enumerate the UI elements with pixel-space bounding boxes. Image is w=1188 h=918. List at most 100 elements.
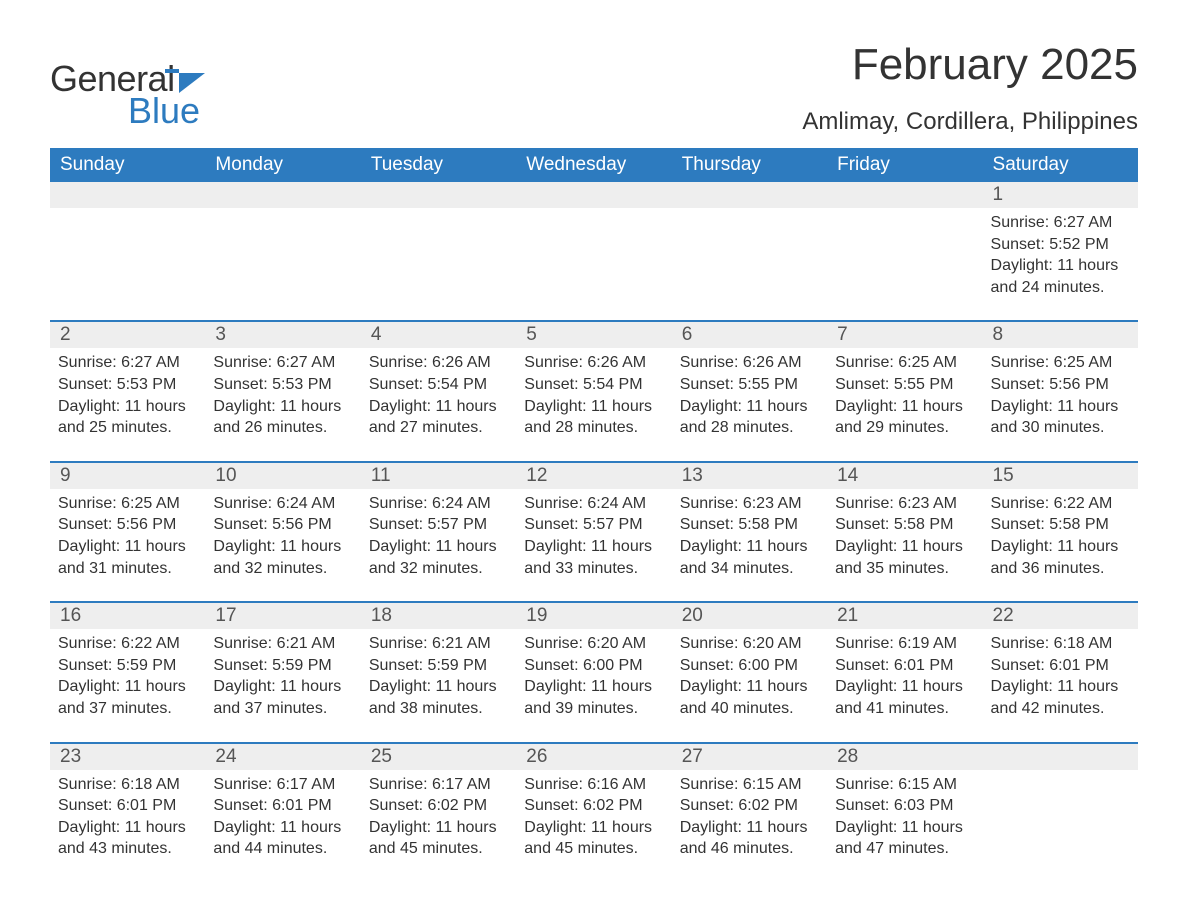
day-number	[672, 182, 827, 208]
calendar-cell: 11Sunrise: 6:24 AMSunset: 5:57 PMDayligh…	[361, 463, 516, 587]
calendar-cell: 5Sunrise: 6:26 AMSunset: 5:54 PMDaylight…	[516, 322, 671, 446]
brand-part2: Blue	[128, 90, 200, 132]
cell-body: Sunrise: 6:25 AMSunset: 5:56 PMDaylight:…	[58, 489, 197, 579]
day-number: 11	[361, 463, 516, 489]
day-header: Friday	[827, 148, 982, 182]
calendar-cell: 28Sunrise: 6:15 AMSunset: 6:03 PMDayligh…	[827, 744, 982, 868]
day-number: 24	[205, 744, 360, 770]
calendar-cell: 7Sunrise: 6:25 AMSunset: 5:55 PMDaylight…	[827, 322, 982, 446]
calendar-cell: 10Sunrise: 6:24 AMSunset: 5:56 PMDayligh…	[205, 463, 360, 587]
day-number: 12	[516, 463, 671, 489]
cell-body: Sunrise: 6:21 AMSunset: 5:59 PMDaylight:…	[369, 629, 508, 719]
calendar-cell: 9Sunrise: 6:25 AMSunset: 5:56 PMDaylight…	[50, 463, 205, 587]
day-header: Monday	[205, 148, 360, 182]
cell-body: Sunrise: 6:25 AMSunset: 5:55 PMDaylight:…	[835, 348, 974, 438]
day-number: 23	[50, 744, 205, 770]
calendar-cell: 1Sunrise: 6:27 AMSunset: 5:52 PMDaylight…	[983, 182, 1138, 306]
title-block: February 2025 Amlimay, Cordillera, Phili…	[802, 40, 1138, 136]
cell-body: Sunrise: 6:20 AMSunset: 6:00 PMDaylight:…	[680, 629, 819, 719]
cell-body: Sunrise: 6:23 AMSunset: 5:58 PMDaylight:…	[680, 489, 819, 579]
day-number: 10	[205, 463, 360, 489]
day-number: 9	[50, 463, 205, 489]
calendar: SundayMondayTuesdayWednesdayThursdayFrid…	[50, 148, 1138, 868]
day-header: Wednesday	[516, 148, 671, 182]
header: General Blue February 2025 Amlimay, Cord…	[50, 40, 1138, 136]
day-number: 6	[672, 322, 827, 348]
calendar-cell: 18Sunrise: 6:21 AMSunset: 5:59 PMDayligh…	[361, 603, 516, 727]
cell-body: Sunrise: 6:24 AMSunset: 5:57 PMDaylight:…	[524, 489, 663, 579]
day-header: Sunday	[50, 148, 205, 182]
calendar-cell: 2Sunrise: 6:27 AMSunset: 5:53 PMDaylight…	[50, 322, 205, 446]
day-number	[827, 182, 982, 208]
day-number: 13	[672, 463, 827, 489]
day-number	[50, 182, 205, 208]
day-header: Tuesday	[361, 148, 516, 182]
day-number: 28	[827, 744, 982, 770]
day-number: 16	[50, 603, 205, 629]
calendar-cell: 3Sunrise: 6:27 AMSunset: 5:53 PMDaylight…	[205, 322, 360, 446]
location-text: Amlimay, Cordillera, Philippines	[802, 108, 1138, 136]
cell-body: Sunrise: 6:27 AMSunset: 5:52 PMDaylight:…	[991, 208, 1130, 298]
cell-body: Sunrise: 6:18 AMSunset: 6:01 PMDaylight:…	[991, 629, 1130, 719]
calendar-cell	[50, 182, 205, 306]
calendar-week: 23Sunrise: 6:18 AMSunset: 6:01 PMDayligh…	[50, 742, 1138, 868]
day-number: 3	[205, 322, 360, 348]
cell-body: Sunrise: 6:17 AMSunset: 6:02 PMDaylight:…	[369, 770, 508, 860]
month-title: February 2025	[802, 40, 1138, 90]
calendar-cell: 26Sunrise: 6:16 AMSunset: 6:02 PMDayligh…	[516, 744, 671, 868]
day-number: 27	[672, 744, 827, 770]
calendar-cell: 13Sunrise: 6:23 AMSunset: 5:58 PMDayligh…	[672, 463, 827, 587]
calendar-week: 9Sunrise: 6:25 AMSunset: 5:56 PMDaylight…	[50, 461, 1138, 587]
calendar-cell: 23Sunrise: 6:18 AMSunset: 6:01 PMDayligh…	[50, 744, 205, 868]
calendar-cell: 21Sunrise: 6:19 AMSunset: 6:01 PMDayligh…	[827, 603, 982, 727]
day-header: Saturday	[983, 148, 1138, 182]
cell-body: Sunrise: 6:27 AMSunset: 5:53 PMDaylight:…	[58, 348, 197, 438]
calendar-cell	[361, 182, 516, 306]
calendar-cell	[205, 182, 360, 306]
calendar-cell: 24Sunrise: 6:17 AMSunset: 6:01 PMDayligh…	[205, 744, 360, 868]
day-number	[983, 744, 1138, 770]
day-number: 17	[205, 603, 360, 629]
day-number: 4	[361, 322, 516, 348]
calendar-week: 16Sunrise: 6:22 AMSunset: 5:59 PMDayligh…	[50, 601, 1138, 727]
day-number: 2	[50, 322, 205, 348]
day-number: 26	[516, 744, 671, 770]
cell-body: Sunrise: 6:22 AMSunset: 5:59 PMDaylight:…	[58, 629, 197, 719]
cell-body: Sunrise: 6:15 AMSunset: 6:03 PMDaylight:…	[835, 770, 974, 860]
calendar-cell: 6Sunrise: 6:26 AMSunset: 5:55 PMDaylight…	[672, 322, 827, 446]
cell-body: Sunrise: 6:15 AMSunset: 6:02 PMDaylight:…	[680, 770, 819, 860]
calendar-cell: 12Sunrise: 6:24 AMSunset: 5:57 PMDayligh…	[516, 463, 671, 587]
day-number: 25	[361, 744, 516, 770]
day-number: 22	[983, 603, 1138, 629]
cell-body: Sunrise: 6:23 AMSunset: 5:58 PMDaylight:…	[835, 489, 974, 579]
day-number: 5	[516, 322, 671, 348]
day-number	[361, 182, 516, 208]
day-number	[516, 182, 671, 208]
brand-shape-icon	[179, 73, 205, 93]
calendar-cell: 19Sunrise: 6:20 AMSunset: 6:00 PMDayligh…	[516, 603, 671, 727]
calendar-week: 1Sunrise: 6:27 AMSunset: 5:52 PMDaylight…	[50, 182, 1138, 306]
cell-body: Sunrise: 6:17 AMSunset: 6:01 PMDaylight:…	[213, 770, 352, 860]
day-number: 15	[983, 463, 1138, 489]
cell-body: Sunrise: 6:18 AMSunset: 6:01 PMDaylight:…	[58, 770, 197, 860]
calendar-cell: 16Sunrise: 6:22 AMSunset: 5:59 PMDayligh…	[50, 603, 205, 727]
day-number: 8	[983, 322, 1138, 348]
day-number: 21	[827, 603, 982, 629]
calendar-cell: 27Sunrise: 6:15 AMSunset: 6:02 PMDayligh…	[672, 744, 827, 868]
cell-body: Sunrise: 6:26 AMSunset: 5:54 PMDaylight:…	[369, 348, 508, 438]
cell-body: Sunrise: 6:26 AMSunset: 5:54 PMDaylight:…	[524, 348, 663, 438]
calendar-week: 2Sunrise: 6:27 AMSunset: 5:53 PMDaylight…	[50, 320, 1138, 446]
day-number	[205, 182, 360, 208]
brand-logo: General Blue	[50, 40, 205, 132]
cell-body: Sunrise: 6:26 AMSunset: 5:55 PMDaylight:…	[680, 348, 819, 438]
cell-body: Sunrise: 6:24 AMSunset: 5:57 PMDaylight:…	[369, 489, 508, 579]
calendar-cell	[827, 182, 982, 306]
cell-body: Sunrise: 6:27 AMSunset: 5:53 PMDaylight:…	[213, 348, 352, 438]
day-header-row: SundayMondayTuesdayWednesdayThursdayFrid…	[50, 148, 1138, 182]
calendar-cell: 8Sunrise: 6:25 AMSunset: 5:56 PMDaylight…	[983, 322, 1138, 446]
cell-body: Sunrise: 6:22 AMSunset: 5:58 PMDaylight:…	[991, 489, 1130, 579]
cell-body: Sunrise: 6:24 AMSunset: 5:56 PMDaylight:…	[213, 489, 352, 579]
cell-body: Sunrise: 6:21 AMSunset: 5:59 PMDaylight:…	[213, 629, 352, 719]
calendar-cell: 17Sunrise: 6:21 AMSunset: 5:59 PMDayligh…	[205, 603, 360, 727]
calendar-cell: 22Sunrise: 6:18 AMSunset: 6:01 PMDayligh…	[983, 603, 1138, 727]
